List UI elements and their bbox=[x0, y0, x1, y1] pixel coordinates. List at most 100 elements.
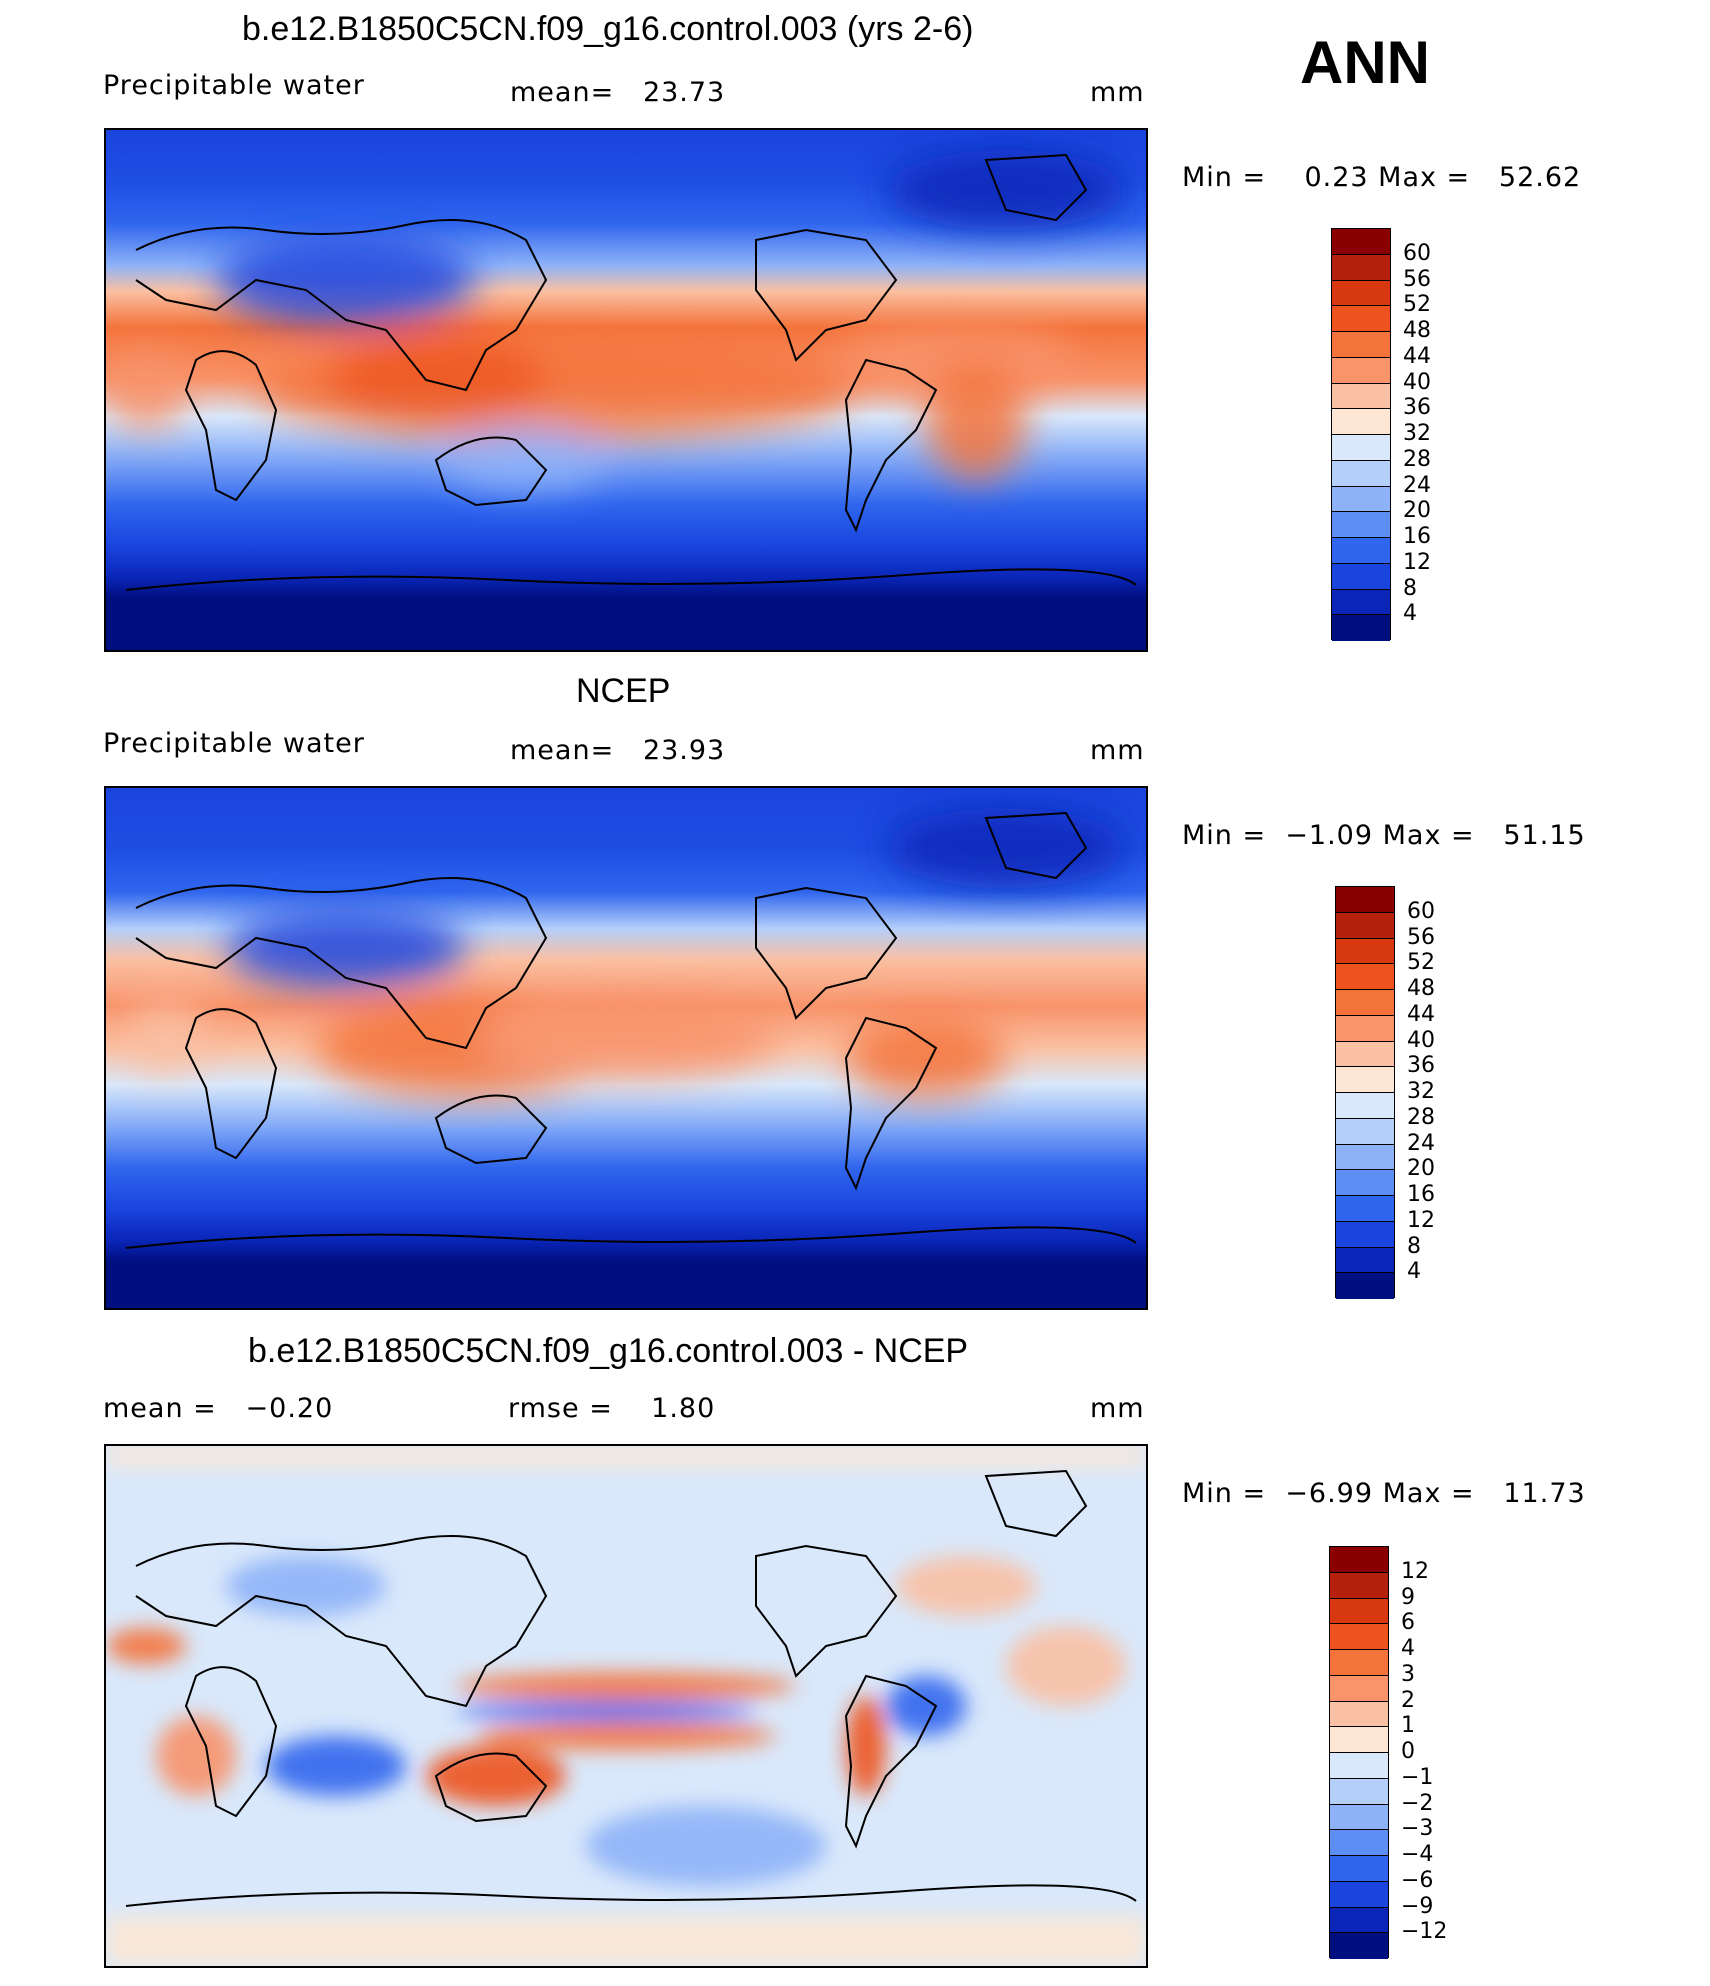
rmse-label: rmse = 1.80 bbox=[508, 1393, 716, 1424]
colorbar-swatch bbox=[1330, 1778, 1388, 1805]
colorbar-swatch bbox=[1330, 1753, 1388, 1779]
colorbar-tick-label: 9 bbox=[1401, 1584, 1415, 1610]
units-label: mm bbox=[1090, 735, 1145, 766]
colorbar-tick-label: 4 bbox=[1401, 1636, 1415, 1661]
colorbar-tick-label: −12 bbox=[1401, 1919, 1448, 1945]
colorbar-swatch bbox=[1336, 1196, 1394, 1222]
map-field bbox=[106, 1446, 1146, 1966]
colorbar-swatch bbox=[1330, 1701, 1388, 1728]
colorbar-tick-label: 1 bbox=[1401, 1713, 1415, 1739]
colorbar-tick-label: 32 bbox=[1407, 1079, 1435, 1104]
units-label: mm bbox=[1090, 77, 1145, 108]
colorbar-swatch bbox=[1336, 1093, 1394, 1119]
colorbar-tick-label: 16 bbox=[1403, 524, 1431, 549]
colorbar-swatch bbox=[1336, 1015, 1394, 1042]
minmax-label: Min = 0.23 Max = 52.62 bbox=[1182, 162, 1582, 193]
colorbar bbox=[1335, 886, 1395, 1299]
colorbar-tick-label: 48 bbox=[1403, 318, 1431, 343]
colorbar-swatch bbox=[1332, 383, 1390, 410]
colorbar-tick-label: 40 bbox=[1403, 369, 1431, 395]
colorbar-tick-label: 36 bbox=[1403, 395, 1431, 421]
precipitable-water-map-ncep bbox=[104, 786, 1148, 1310]
variable-label: Precipitable water bbox=[103, 728, 365, 759]
colorbar-swatch bbox=[1330, 1804, 1388, 1831]
colorbar-tick-label: −4 bbox=[1401, 1842, 1434, 1867]
colorbar-tick-label: 12 bbox=[1407, 1207, 1435, 1233]
season-label: ANN bbox=[1300, 29, 1430, 96]
colorbar bbox=[1331, 228, 1391, 641]
colorbar-tick-label: 12 bbox=[1401, 1558, 1429, 1584]
colorbar-tick-label: 52 bbox=[1407, 950, 1435, 976]
minmax-label: Min = −6.99 Max = 11.73 bbox=[1182, 1478, 1586, 1509]
colorbar-swatch bbox=[1332, 615, 1390, 641]
colorbar-swatch bbox=[1336, 964, 1394, 990]
colorbar-swatch bbox=[1336, 938, 1394, 965]
colorbar-tick-label: 44 bbox=[1407, 1001, 1435, 1027]
panel-title: b.e12.B1850C5CN.f09_g16.control.003 (yrs… bbox=[242, 10, 974, 48]
colorbar-swatch bbox=[1336, 1144, 1394, 1171]
colorbar-swatch bbox=[1332, 229, 1390, 255]
colorbar-swatch bbox=[1336, 990, 1394, 1016]
colorbar-swatch bbox=[1330, 1933, 1388, 1959]
colorbar-tick-label: 8 bbox=[1407, 1233, 1421, 1259]
colorbar-tick-label: 28 bbox=[1403, 446, 1431, 472]
colorbar-tick-label: 4 bbox=[1407, 1259, 1421, 1285]
colorbar-tick-label: 8 bbox=[1403, 575, 1417, 601]
colorbar-swatch bbox=[1332, 563, 1390, 590]
colorbar-tick-label: 60 bbox=[1407, 898, 1435, 924]
colorbar-tick-label: 16 bbox=[1407, 1182, 1435, 1207]
colorbar-swatch bbox=[1330, 1598, 1388, 1625]
colorbar-tick-label: 32 bbox=[1403, 421, 1431, 446]
colorbar-swatch bbox=[1332, 435, 1390, 461]
colorbar-swatch bbox=[1332, 512, 1390, 538]
colorbar-swatch bbox=[1336, 1170, 1394, 1196]
colorbar-swatch bbox=[1332, 538, 1390, 564]
colorbar-tick-label: 20 bbox=[1403, 498, 1431, 524]
colorbar-tick-label: 4 bbox=[1403, 601, 1417, 627]
colorbar-tick-label: 0 bbox=[1401, 1739, 1415, 1764]
colorbar-swatch bbox=[1332, 409, 1390, 435]
colorbar-swatch bbox=[1330, 1547, 1388, 1573]
colorbar-tick-label: 44 bbox=[1403, 343, 1431, 369]
colorbar-swatch bbox=[1332, 460, 1390, 487]
precipitable-water-difference-map bbox=[104, 1444, 1148, 1968]
colorbar-tick-label: 48 bbox=[1407, 976, 1435, 1001]
precipitable-water-map-model bbox=[104, 128, 1148, 652]
map-field bbox=[106, 788, 1146, 1308]
panel-title: NCEP bbox=[576, 672, 671, 710]
mean-label: mean = −0.20 bbox=[103, 1393, 334, 1424]
colorbar-swatch bbox=[1336, 1118, 1394, 1145]
colorbar-swatch bbox=[1330, 1881, 1388, 1908]
map-field bbox=[106, 130, 1146, 650]
colorbar-tick-label: 20 bbox=[1407, 1156, 1435, 1182]
colorbar-tick-label: −1 bbox=[1401, 1764, 1434, 1790]
colorbar-tick-label: 56 bbox=[1407, 924, 1435, 950]
colorbar-tick-label: 6 bbox=[1401, 1610, 1415, 1636]
colorbar-swatch bbox=[1330, 1856, 1388, 1882]
colorbar-tick-label: −6 bbox=[1401, 1867, 1434, 1893]
variable-label: Precipitable water bbox=[103, 70, 365, 101]
colorbar-tick-label: −2 bbox=[1401, 1790, 1434, 1816]
colorbar-tick-label: −3 bbox=[1401, 1816, 1434, 1842]
colorbar-swatch bbox=[1332, 254, 1390, 281]
colorbar bbox=[1329, 1546, 1389, 1959]
colorbar-tick-label: 60 bbox=[1403, 240, 1431, 266]
colorbar-swatch bbox=[1332, 332, 1390, 358]
colorbar-swatch bbox=[1330, 1572, 1388, 1599]
colorbar-swatch bbox=[1332, 306, 1390, 332]
colorbar-tick-label: −9 bbox=[1401, 1893, 1434, 1919]
coastline-outline bbox=[125, 153, 1137, 591]
minmax-label: Min = −1.09 Max = 51.15 bbox=[1182, 820, 1586, 851]
mean-label: mean= 23.93 bbox=[510, 735, 726, 766]
coastline-outline bbox=[125, 1469, 1137, 1907]
colorbar-tick-label: 24 bbox=[1403, 472, 1431, 498]
colorbar-swatch bbox=[1332, 486, 1390, 513]
colorbar-tick-label: 36 bbox=[1407, 1053, 1435, 1079]
colorbar-tick-label: 52 bbox=[1403, 292, 1431, 318]
coastline-outline bbox=[125, 811, 1137, 1249]
colorbar-tick-label: 40 bbox=[1407, 1027, 1435, 1053]
colorbar-tick-label: 28 bbox=[1407, 1104, 1435, 1130]
colorbar-tick-label: 12 bbox=[1403, 549, 1431, 575]
colorbar-swatch bbox=[1336, 912, 1394, 939]
colorbar-swatch bbox=[1330, 1907, 1388, 1934]
